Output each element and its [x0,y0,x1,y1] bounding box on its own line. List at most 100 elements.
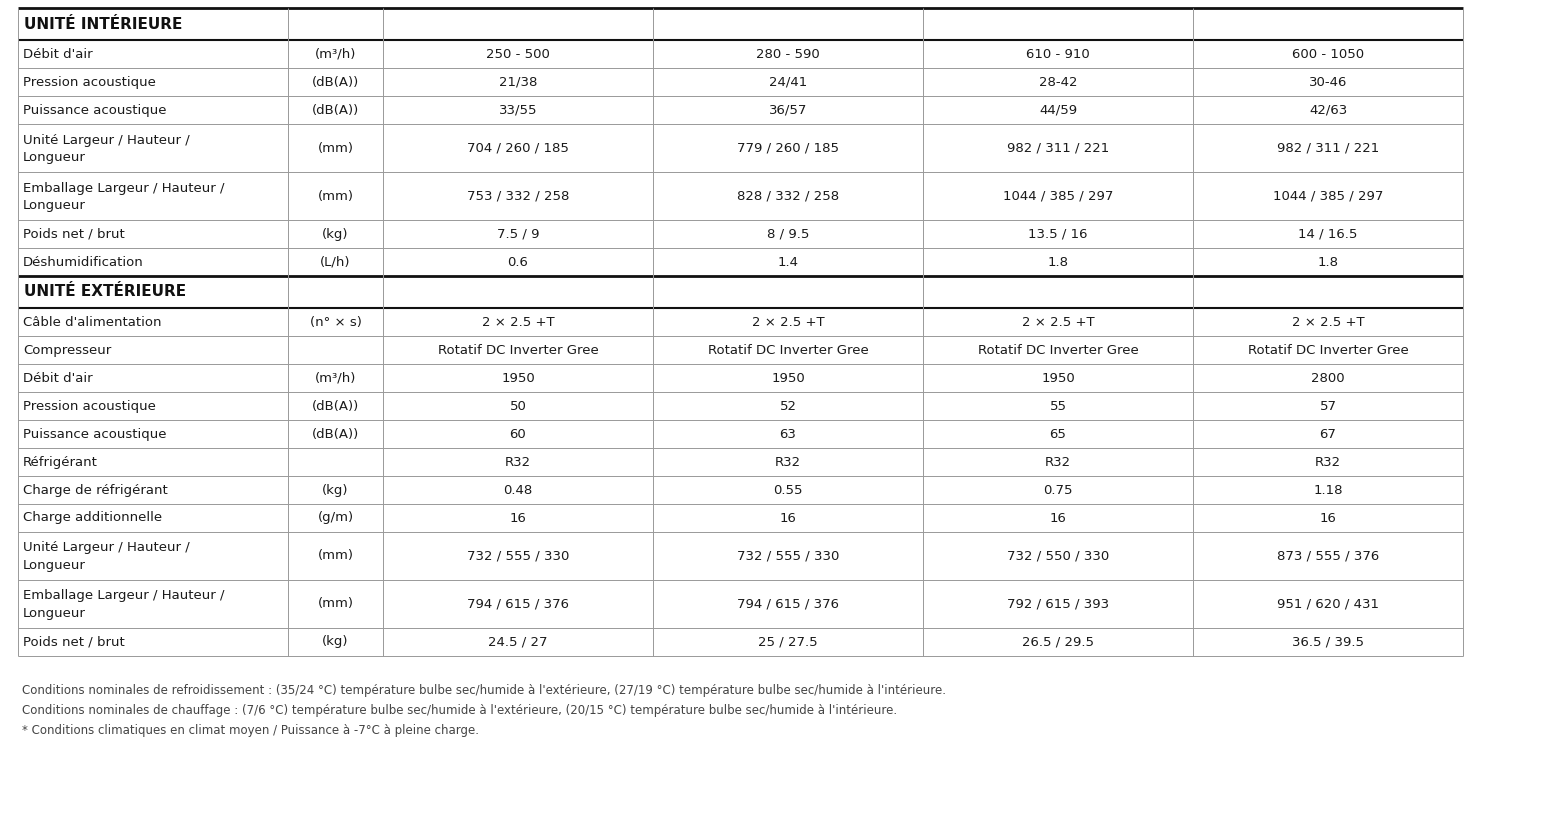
Text: 873 / 555 / 376: 873 / 555 / 376 [1276,550,1380,562]
Text: 21/38: 21/38 [499,76,538,88]
Text: Conditions nominales de refroidissement : (35/24 °C) température bulbe sec/humid: Conditions nominales de refroidissement … [22,684,946,697]
Text: R32: R32 [1044,456,1071,468]
Text: Débit d'air: Débit d'air [23,47,93,61]
Text: Rotatif DC Inverter Gree: Rotatif DC Inverter Gree [437,343,598,357]
Text: 16: 16 [510,511,527,525]
Text: 13.5 / 16: 13.5 / 16 [1029,227,1088,241]
Text: Déshumidification: Déshumidification [23,256,144,268]
Text: 732 / 555 / 330: 732 / 555 / 330 [467,550,569,562]
Text: 1044 / 385 / 297: 1044 / 385 / 297 [1273,189,1383,202]
Text: 779 / 260 / 185: 779 / 260 / 185 [737,142,839,154]
Text: Compresseur: Compresseur [23,343,111,357]
Text: Poids net / brut: Poids net / brut [23,636,125,649]
Text: Rotatif DC Inverter Gree: Rotatif DC Inverter Gree [978,343,1139,357]
Text: 33/55: 33/55 [499,103,538,117]
Text: 0.55: 0.55 [772,483,803,496]
Text: 1.4: 1.4 [777,256,799,268]
Text: 7.5 / 9: 7.5 / 9 [497,227,539,241]
Text: 50: 50 [510,400,527,412]
Text: Longueur: Longueur [23,606,87,620]
Text: Unité Largeur / Hauteur /: Unité Largeur / Hauteur / [23,133,190,147]
Text: 753 / 332 / 258: 753 / 332 / 258 [467,189,569,202]
Text: 600 - 1050: 600 - 1050 [1292,47,1364,61]
Text: 732 / 555 / 330: 732 / 555 / 330 [737,550,839,562]
Text: Charge de réfrigérant: Charge de réfrigérant [23,483,168,496]
Text: 2800: 2800 [1312,372,1344,385]
Text: Puissance acoustique: Puissance acoustique [23,103,167,117]
Text: 63: 63 [780,427,796,441]
Text: (L/h): (L/h) [320,256,351,268]
Text: Unité Largeur / Hauteur /: Unité Largeur / Hauteur / [23,541,190,555]
Text: Réfrigérant: Réfrigérant [23,456,97,468]
Text: 2 × 2.5 +T: 2 × 2.5 +T [1021,316,1094,328]
Text: 1950: 1950 [501,372,535,385]
Text: 30-46: 30-46 [1309,76,1347,88]
Text: 8 / 9.5: 8 / 9.5 [766,227,810,241]
Text: 26.5 / 29.5: 26.5 / 29.5 [1021,636,1094,649]
Text: (kg): (kg) [323,483,349,496]
Text: 828 / 332 / 258: 828 / 332 / 258 [737,189,839,202]
Text: R32: R32 [505,456,531,468]
Text: 1044 / 385 / 297: 1044 / 385 / 297 [1003,189,1114,202]
Text: 16: 16 [780,511,796,525]
Text: (kg): (kg) [323,636,349,649]
Text: (dB(A)): (dB(A)) [312,400,358,412]
Text: (dB(A)): (dB(A)) [312,76,358,88]
Text: Conditions nominales de chauffage : (7/6 °C) température bulbe sec/humide à l'ex: Conditions nominales de chauffage : (7/6… [22,704,898,717]
Text: UNITÉ EXTÉRIEURE: UNITÉ EXTÉRIEURE [25,285,185,300]
Text: 55: 55 [1049,400,1066,412]
Text: 982 / 311 / 221: 982 / 311 / 221 [1276,142,1380,154]
Text: (g/m): (g/m) [317,511,354,525]
Text: 57: 57 [1319,400,1336,412]
Text: * Conditions climatiques en climat moyen / Puissance à -7°C à pleine charge.: * Conditions climatiques en climat moyen… [22,724,479,737]
Text: Emballage Largeur / Hauteur /: Emballage Largeur / Hauteur / [23,590,224,602]
Text: (dB(A)): (dB(A)) [312,103,358,117]
Text: Pression acoustique: Pression acoustique [23,76,156,88]
Text: (mm): (mm) [318,189,354,202]
Text: 24.5 / 27: 24.5 / 27 [488,636,548,649]
Text: (kg): (kg) [323,227,349,241]
Text: 792 / 615 / 393: 792 / 615 / 393 [1007,597,1109,611]
Text: Rotatif DC Inverter Gree: Rotatif DC Inverter Gree [708,343,868,357]
Text: 2 × 2.5 +T: 2 × 2.5 +T [752,316,825,328]
Text: 794 / 615 / 376: 794 / 615 / 376 [467,597,569,611]
Text: 44/59: 44/59 [1038,103,1077,117]
Text: 25 / 27.5: 25 / 27.5 [759,636,817,649]
Text: (dB(A)): (dB(A)) [312,427,358,441]
Text: 0.48: 0.48 [504,483,533,496]
Text: Rotatif DC Inverter Gree: Rotatif DC Inverter Gree [1248,343,1409,357]
Text: 0.6: 0.6 [508,256,528,268]
Text: 732 / 550 / 330: 732 / 550 / 330 [1007,550,1109,562]
Text: Emballage Largeur / Hauteur /: Emballage Largeur / Hauteur / [23,182,224,194]
Text: UNITÉ INTÉRIEURE: UNITÉ INTÉRIEURE [25,17,182,32]
Text: Débit d'air: Débit d'air [23,372,93,385]
Text: 0.75: 0.75 [1043,483,1072,496]
Text: 52: 52 [780,400,797,412]
Text: (mm): (mm) [318,142,354,154]
Text: 1.8: 1.8 [1318,256,1338,268]
Text: 704 / 260 / 185: 704 / 260 / 185 [467,142,569,154]
Text: 42/63: 42/63 [1309,103,1347,117]
Text: R32: R32 [1315,456,1341,468]
Text: (mm): (mm) [318,550,354,562]
Text: 1950: 1950 [1041,372,1075,385]
Text: 951 / 620 / 431: 951 / 620 / 431 [1278,597,1380,611]
Text: 28-42: 28-42 [1038,76,1077,88]
Text: 14 / 16.5: 14 / 16.5 [1298,227,1358,241]
Text: 1950: 1950 [771,372,805,385]
Text: Longueur: Longueur [23,151,87,163]
Text: 1.18: 1.18 [1313,483,1343,496]
Text: (n° × s): (n° × s) [309,316,362,328]
Text: 16: 16 [1049,511,1066,525]
Text: 60: 60 [510,427,527,441]
Text: 16: 16 [1319,511,1336,525]
Text: 250 - 500: 250 - 500 [487,47,550,61]
Text: 2 × 2.5 +T: 2 × 2.5 +T [482,316,555,328]
Text: R32: R32 [776,456,800,468]
Text: Longueur: Longueur [23,558,87,571]
Text: 2 × 2.5 +T: 2 × 2.5 +T [1292,316,1364,328]
Text: 794 / 615 / 376: 794 / 615 / 376 [737,597,839,611]
Text: 36.5 / 39.5: 36.5 / 39.5 [1292,636,1364,649]
Text: (m³/h): (m³/h) [315,47,357,61]
Text: Poids net / brut: Poids net / brut [23,227,125,241]
